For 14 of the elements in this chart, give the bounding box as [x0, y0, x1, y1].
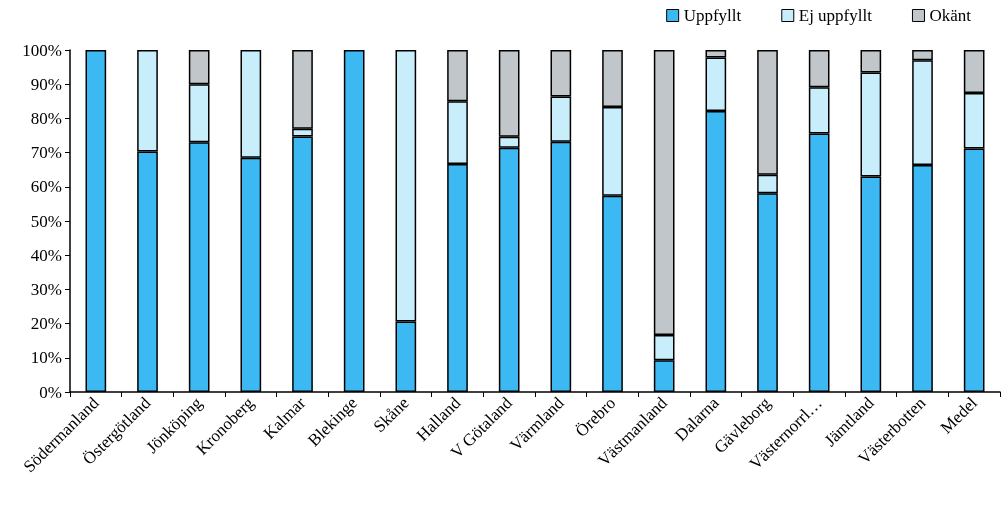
y-tick-label: 70%: [30, 143, 62, 163]
legend-label: Ej uppfyllt: [798, 6, 873, 25]
y-tick-label: 90%: [30, 74, 62, 94]
y-tick-label: 20%: [30, 314, 62, 334]
y-tick-label: 60%: [30, 177, 62, 197]
y-tick-label: 50%: [30, 211, 62, 231]
y-tick-label: 10%: [30, 348, 62, 368]
y-tick-label: 80%: [30, 108, 62, 128]
y-tick-label: 0%: [39, 382, 62, 402]
y-tick-label: 30%: [30, 279, 62, 299]
y-tick-label: 40%: [30, 245, 62, 265]
legend-label: Uppfyllt: [683, 6, 742, 25]
y-tick-label: 100%: [22, 40, 62, 60]
legend-label: Okänt: [929, 6, 972, 25]
